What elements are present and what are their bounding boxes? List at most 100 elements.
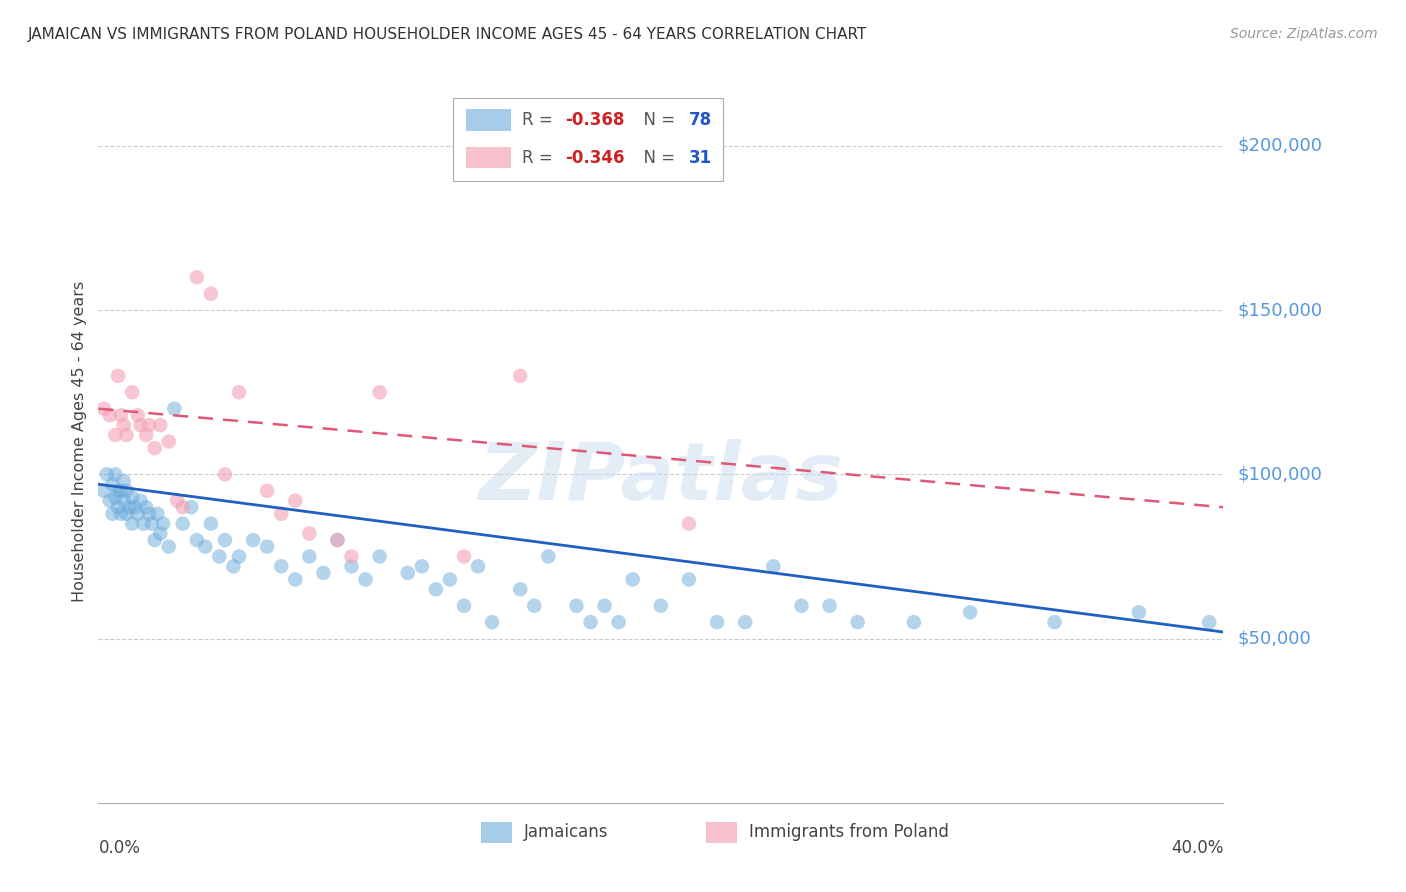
Point (98, 409, 121, 423)
Point (368, 385, 391, 400)
Point (166, 493, 188, 508)
Point (425, 582, 447, 597)
Point (107, 368, 129, 383)
Point (298, 526, 321, 541)
Point (270, 507, 292, 521)
Point (411, 559, 433, 574)
Y-axis label: Householder Income Ages 45 - 64 years: Householder Income Ages 45 - 64 years (72, 281, 87, 602)
Text: $200,000: $200,000 (1237, 137, 1322, 155)
Text: N =: N = (633, 149, 681, 167)
Point (107, 483, 129, 498)
Point (467, 559, 489, 574)
Point (112, 493, 135, 508)
Point (112, 418, 135, 433)
Point (101, 477, 124, 491)
Point (228, 385, 250, 400)
Point (242, 533, 264, 547)
Point (104, 428, 127, 442)
Point (143, 533, 166, 547)
Point (565, 599, 588, 613)
Point (110, 409, 132, 423)
Point (124, 500, 146, 515)
Text: ZIPatlas: ZIPatlas (478, 439, 844, 516)
Point (368, 549, 391, 564)
Point (200, 516, 222, 531)
Text: N =: N = (633, 111, 681, 129)
Point (129, 418, 152, 433)
Point (172, 500, 194, 515)
Point (650, 599, 672, 613)
Point (439, 573, 461, 587)
Point (579, 615, 602, 630)
Point (152, 516, 174, 531)
Point (127, 507, 149, 521)
Point (132, 516, 155, 531)
Point (509, 582, 531, 597)
Point (172, 516, 194, 531)
Point (110, 507, 132, 521)
Point (115, 428, 138, 442)
Point (284, 573, 307, 587)
Point (135, 500, 157, 515)
Text: Jamaicans: Jamaicans (523, 823, 607, 841)
Point (790, 599, 813, 613)
Point (104, 491, 127, 505)
Point (340, 559, 363, 574)
Point (396, 566, 419, 580)
Point (903, 615, 925, 630)
Point (453, 549, 475, 564)
Point (678, 573, 700, 587)
Point (270, 559, 292, 574)
Point (326, 533, 349, 547)
Text: Source: ZipAtlas.com: Source: ZipAtlas.com (1230, 27, 1378, 41)
Point (118, 500, 141, 515)
Point (138, 418, 160, 433)
Point (112, 474, 135, 488)
Point (607, 615, 630, 630)
Point (138, 507, 160, 521)
Point (141, 516, 163, 531)
Point (818, 599, 841, 613)
FancyBboxPatch shape (453, 98, 723, 181)
Point (157, 540, 180, 554)
Point (110, 483, 132, 498)
Point (678, 516, 700, 531)
Point (121, 516, 143, 531)
Point (186, 270, 208, 285)
Point (104, 467, 127, 482)
Point (180, 500, 202, 515)
Point (115, 483, 138, 498)
Point (200, 286, 222, 301)
Point (284, 493, 307, 508)
Point (481, 615, 503, 630)
Point (115, 507, 138, 521)
Point (1043, 615, 1066, 630)
FancyBboxPatch shape (467, 147, 512, 169)
Point (298, 549, 321, 564)
FancyBboxPatch shape (467, 109, 512, 131)
Point (107, 500, 129, 515)
Text: -0.346: -0.346 (565, 149, 624, 167)
Point (98, 493, 121, 508)
Text: -0.368: -0.368 (565, 111, 624, 129)
Point (340, 549, 363, 564)
Point (593, 599, 616, 613)
Text: JAMAICAN VS IMMIGRANTS FROM POLAND HOUSEHOLDER INCOME AGES 45 - 64 YEARS CORRELA: JAMAICAN VS IMMIGRANTS FROM POLAND HOUSE… (28, 27, 868, 42)
Point (143, 441, 166, 455)
Text: Immigrants from Poland: Immigrants from Poland (748, 823, 949, 841)
Text: 31: 31 (689, 149, 711, 167)
Point (1198, 615, 1220, 630)
Point (762, 559, 785, 574)
FancyBboxPatch shape (706, 822, 737, 843)
Text: $100,000: $100,000 (1237, 466, 1322, 483)
Text: R =: R = (523, 149, 558, 167)
Point (93, 401, 115, 416)
Point (101, 507, 124, 521)
Point (523, 599, 546, 613)
Point (537, 549, 560, 564)
Point (509, 368, 531, 383)
Point (149, 418, 172, 433)
Point (163, 401, 186, 416)
Point (354, 573, 377, 587)
Point (1128, 605, 1150, 619)
